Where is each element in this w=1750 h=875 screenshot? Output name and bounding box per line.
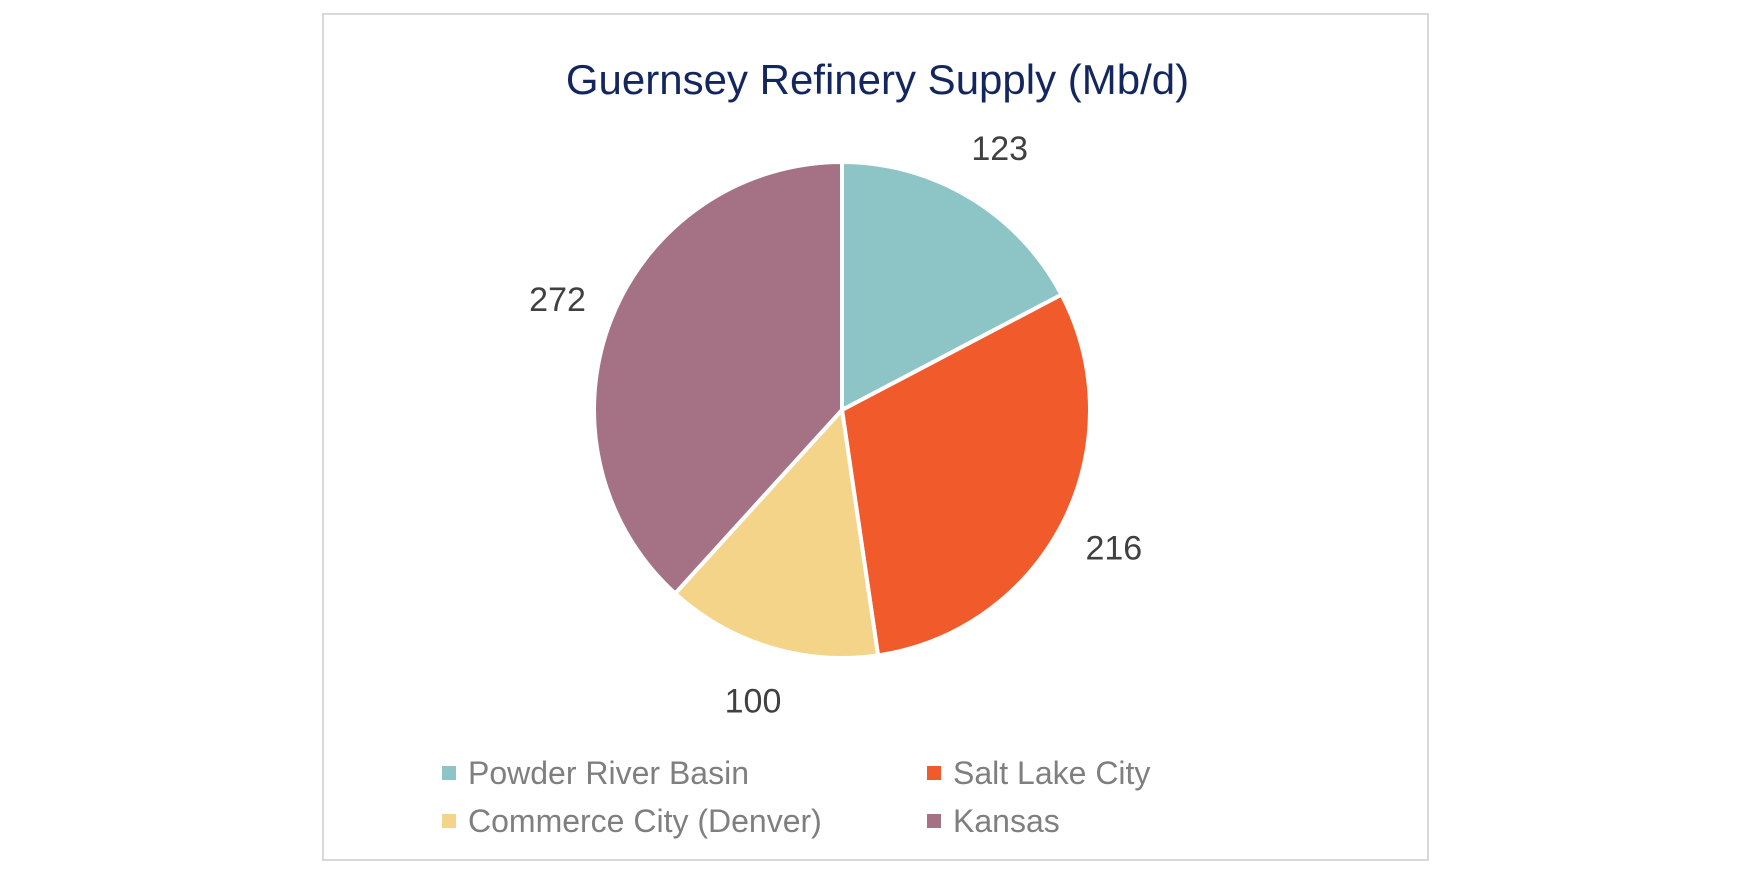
legend-label: Commerce City (Denver) — [468, 802, 822, 839]
data-label: 100 — [725, 683, 782, 721]
legend-swatch — [927, 766, 941, 780]
pie-slice-salt-lake-city — [840, 292, 1092, 658]
pie-chart: 123 216 100 272 — [529, 130, 1142, 721]
chart-frame: Guernsey Refinery Supply (Mb/d) 123 216 10… — [322, 13, 1429, 861]
legend-label: Salt Lake City — [953, 754, 1151, 791]
legend-item-salt-lake-city: Salt Lake City — [927, 755, 1202, 791]
legend-label: Powder River Basin — [468, 754, 749, 791]
pie-slice-powder-river-basin — [840, 160, 1064, 412]
chart-legend: Powder River Basin Salt Lake City Commer… — [442, 755, 1202, 839]
chart-title: Guernsey Refinery Supply (Mb/d) — [565, 56, 1190, 103]
data-label: 216 — [1085, 529, 1142, 567]
legend-item-kansas: Kansas — [927, 803, 1202, 839]
pie-slice-kansas — [592, 160, 844, 596]
legend-swatch — [927, 814, 941, 828]
pie-slice-commerce-city-denver — [673, 408, 881, 660]
legend-label: Kansas — [953, 802, 1060, 839]
data-label: 272 — [529, 281, 586, 319]
legend-item-commerce-city-denver: Commerce City (Denver) — [442, 803, 927, 839]
data-label: 123 — [971, 130, 1028, 168]
legend-swatch — [442, 766, 456, 780]
legend-swatch — [442, 814, 456, 828]
legend-item-powder-river-basin: Powder River Basin — [442, 755, 927, 791]
